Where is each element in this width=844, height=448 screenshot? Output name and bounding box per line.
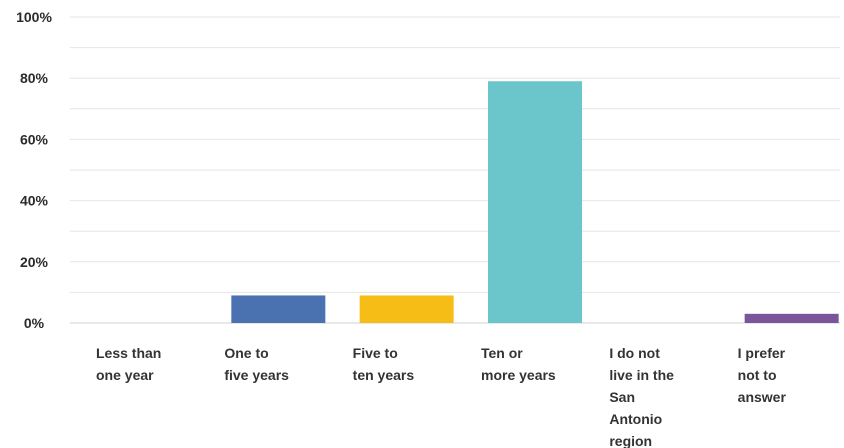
category-label-line: answer: [738, 389, 787, 405]
y-tick-label: 60%: [20, 131, 49, 147]
y-tick-label: 80%: [20, 70, 49, 86]
category-label-line: five years: [224, 367, 289, 383]
category-label-line: ten years: [353, 367, 415, 383]
category-label: Ten or more years: [481, 345, 556, 383]
y-tick-label: 40%: [20, 193, 49, 209]
bar: [231, 295, 326, 323]
category-label-line: Less than: [96, 345, 161, 361]
category-label: I do not live in the San Antonio region: [609, 345, 674, 448]
category-label-line: one year: [96, 367, 154, 383]
y-tick-label: 0%: [24, 315, 45, 331]
category-label-line: region: [609, 433, 652, 448]
category-label-line: San: [609, 389, 635, 405]
category-label-line: live in the: [609, 367, 674, 383]
category-label-line: One to: [224, 345, 268, 361]
category-label-line: I prefer: [738, 345, 786, 361]
category-label: I prefer not to answer: [738, 345, 787, 405]
bar: [744, 313, 839, 323]
category-label-line: Antonio: [609, 411, 662, 427]
category-label-line: I do not: [609, 345, 660, 361]
y-tick-label: 20%: [20, 254, 49, 270]
category-label-line: Five to: [353, 345, 398, 361]
category-label-line: Ten or: [481, 345, 523, 361]
bar: [359, 295, 454, 323]
category-label: One to five years: [224, 345, 289, 383]
category-label: Less than one year: [96, 345, 161, 383]
category-label: Five to ten years: [353, 345, 415, 383]
category-label-line: more years: [481, 367, 556, 383]
category-label-line: not to: [738, 367, 777, 383]
y-tick-label: 100%: [16, 9, 52, 25]
bar: [488, 81, 582, 323]
